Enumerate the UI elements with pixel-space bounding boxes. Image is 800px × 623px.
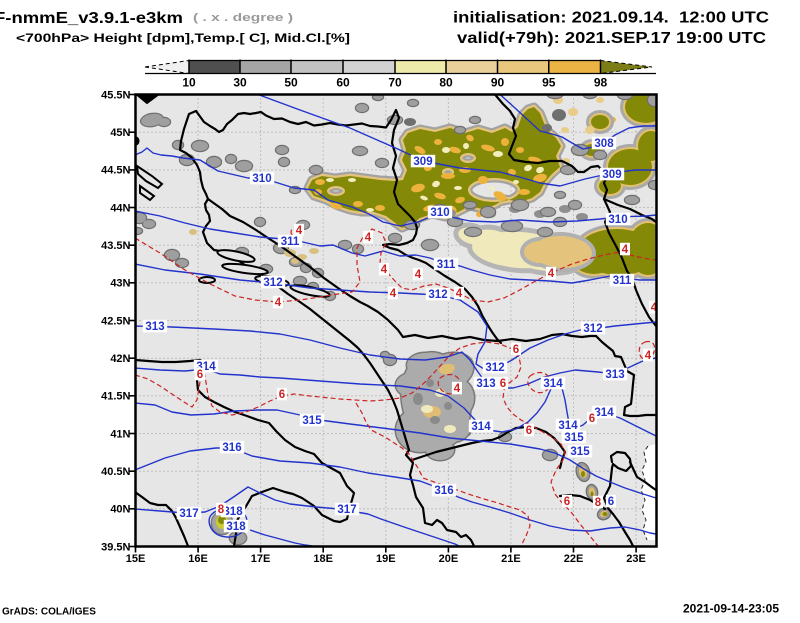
svg-text:98: 98 [594,76,608,90]
svg-text:317: 317 [337,504,356,516]
svg-text:17E: 17E [251,553,271,565]
svg-text:318: 318 [223,506,243,518]
svg-text:311: 311 [281,236,300,248]
svg-text:4: 4 [381,264,388,276]
svg-text:311: 311 [613,275,632,287]
svg-text:309: 309 [413,156,432,168]
svg-text:initialisation: 2021.09.14. 1: initialisation: 2021.09.14. 12:00 UTC [453,10,769,27]
svg-text:42.5N: 42.5N [101,315,130,327]
svg-text:4: 4 [454,383,461,395]
svg-text:6: 6 [608,496,614,508]
svg-text:22E: 22E [564,553,584,565]
svg-text:312: 312 [263,277,282,289]
svg-text:23E: 23E [626,553,646,565]
svg-text:40.5N: 40.5N [101,466,130,478]
svg-text:314: 314 [471,421,491,433]
svg-text:6: 6 [564,496,570,508]
svg-text:314: 314 [543,378,563,390]
svg-text:F-nmmE_v3.9.1-e3km: F-nmmE_v3.9.1-e3km [0,10,183,27]
svg-text:316: 316 [222,442,241,454]
svg-text:18E: 18E [313,553,333,565]
svg-text:( . x . degree ): ( . x . degree ) [193,12,293,24]
svg-text:315: 315 [564,432,584,444]
svg-text:315: 315 [570,446,590,458]
svg-text:50: 50 [284,76,298,90]
svg-text:312: 312 [583,323,602,335]
svg-text:4: 4 [651,302,658,314]
svg-text:313: 313 [476,378,495,390]
svg-text:15E: 15E [126,553,146,565]
svg-text:308: 308 [594,138,614,150]
svg-text:6: 6 [589,413,595,425]
svg-text:313: 313 [605,369,624,381]
svg-text:valid(+79h): 2021.SEP.17 19:00: valid(+79h): 2021.SEP.17 19:00 UTC [457,30,766,47]
svg-text:20E: 20E [439,553,459,565]
svg-text:16E: 16E [188,553,208,565]
svg-text:4: 4 [645,350,652,362]
svg-text:4: 4 [622,244,629,256]
svg-text:6: 6 [526,425,532,437]
svg-text:70: 70 [388,76,402,90]
svg-text:314: 314 [558,420,578,432]
svg-text:40N: 40N [110,504,130,516]
svg-text:309: 309 [602,169,621,181]
svg-text:42N: 42N [110,353,130,365]
svg-text:312: 312 [428,289,447,301]
svg-text:60: 60 [336,76,350,90]
svg-text:310: 310 [252,173,271,185]
svg-text:4: 4 [365,232,372,244]
svg-text:90: 90 [491,76,505,90]
svg-text:19E: 19E [376,553,396,565]
svg-text:311: 311 [437,259,456,271]
svg-text:4: 4 [275,297,282,309]
svg-text:316: 316 [434,485,453,497]
svg-text:41.5N: 41.5N [101,391,130,403]
svg-text:318: 318 [226,521,246,533]
svg-text:39.5N: 39.5N [101,541,130,553]
svg-text:315: 315 [302,415,322,427]
svg-text:4: 4 [456,288,463,300]
svg-text:8: 8 [218,504,225,516]
svg-text:<700hPa> Height [dpm],Temp.[ C: <700hPa> Height [dpm],Temp.[ C], Mid.Cl.… [16,31,350,45]
svg-text:21E: 21E [501,553,521,565]
svg-text:41N: 41N [110,428,130,440]
svg-text:43N: 43N [110,278,130,290]
svg-text:95: 95 [542,76,556,90]
svg-text:6: 6 [197,369,203,381]
svg-text:2021-09-14-23:05: 2021-09-14-23:05 [683,604,780,616]
svg-text:30: 30 [233,76,247,90]
svg-text:310: 310 [430,207,449,219]
svg-text:45.5N: 45.5N [101,89,130,101]
svg-text:312: 312 [485,362,504,374]
svg-text:4: 4 [548,268,555,280]
svg-text:6: 6 [279,389,285,401]
svg-text:6: 6 [500,378,506,390]
svg-text:44N: 44N [110,202,130,214]
svg-text:80: 80 [439,76,453,90]
svg-text:314: 314 [594,407,614,419]
svg-text:4: 4 [296,225,303,237]
svg-text:4: 4 [390,288,397,300]
svg-text:44.5N: 44.5N [101,165,130,177]
svg-text:317: 317 [179,508,198,520]
svg-text:313: 313 [145,321,164,333]
svg-text:45N: 45N [110,127,130,139]
svg-text:GrADS: COLA/IGES: GrADS: COLA/IGES [2,607,96,618]
svg-text:8: 8 [595,497,602,509]
svg-text:6: 6 [513,344,519,356]
svg-text:10: 10 [182,76,196,90]
svg-text:310: 310 [608,214,627,226]
svg-text:43.5N: 43.5N [101,240,130,252]
svg-text:4: 4 [415,269,422,281]
